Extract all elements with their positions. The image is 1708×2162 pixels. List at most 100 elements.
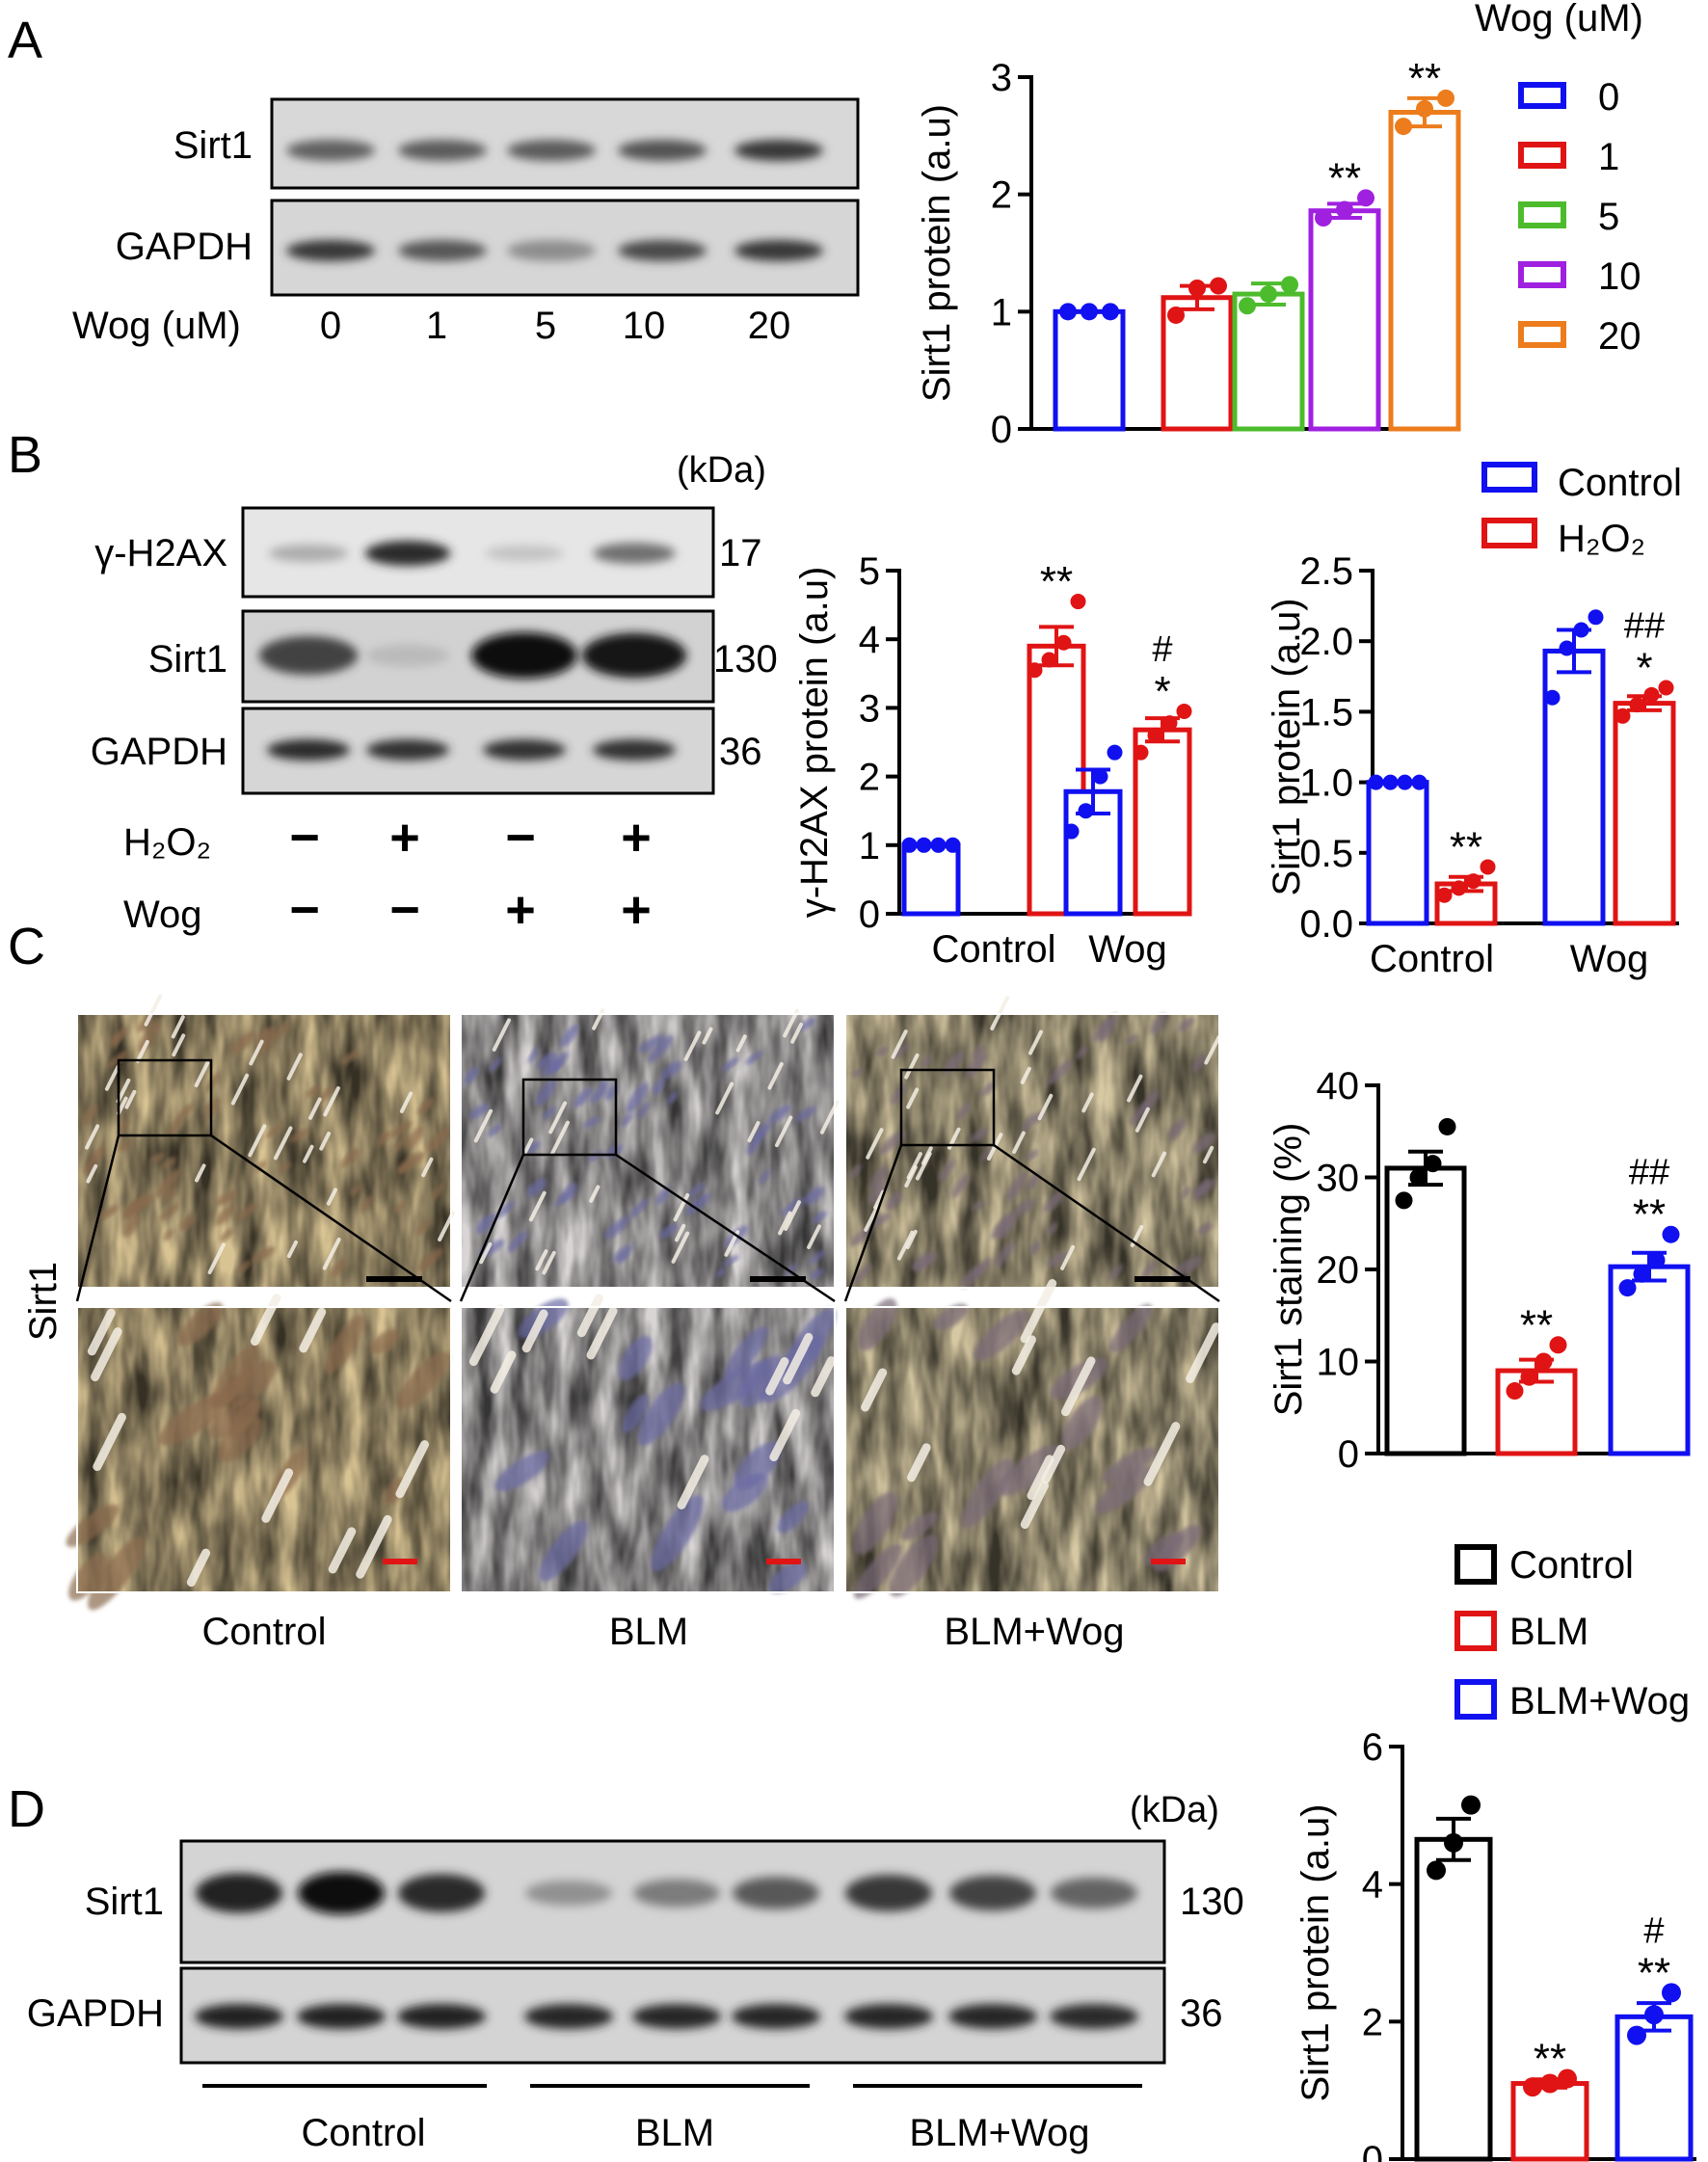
chart-a-y-tick-label: 3 [991,57,1012,99]
micrograph-nucleus [638,1034,665,1053]
panel-a-legend: Wog (uM) 0 1 5 10 20 [1475,0,1643,358]
blot-a-dose-label: Wog (uM) [72,305,241,347]
micrograph-gap [896,1230,915,1261]
chart-b-sirt1: 0.0 0.5 1.0 1.5 2.0 2.5 Sirt1 protein (a.u) ** C… [1266,550,1679,980]
micrograph-nucleus [869,1165,888,1192]
micrograph-nucleus [648,1035,674,1063]
chart-c-point [1549,1336,1567,1354]
micrograph-nucleus [487,1123,502,1137]
blot-b-gapdh-band [483,739,566,761]
micrograph-gap [521,1309,548,1353]
chart-b1-y-tick-label: 1 [859,825,880,867]
legend-a-swatch [1518,321,1566,348]
chart-b2-y-tick-label: 1.0 [1299,762,1353,805]
chart-b1-sig-star: ** [1040,558,1073,605]
micrograph-nucleus [724,1325,768,1380]
chart-b1-point [1070,594,1086,610]
blot-a-dose-value: 5 [535,305,556,347]
chart-d-point [1644,2005,1664,2025]
blot-b-kda-sirt1: 130 [713,638,778,681]
micrograph-gap [1012,1131,1026,1155]
micrograph-gap [1077,1147,1096,1182]
chart-b-h2ax: 0 1 2 3 4 5 γ-H2AX protein (a.u) ** Control *# Wog [793,550,1192,971]
panel-c-row-label: Sirt1 [22,1262,65,1341]
micrograph-nucleus [340,1050,360,1065]
micrograph-nucleus [968,1053,988,1072]
micrograph-nucleus [277,1021,290,1038]
chart-b1-y-tick-label: 2 [859,757,880,799]
panel-label-d: D [8,1780,45,1838]
chart-d-y-tick-label: 4 [1362,1864,1383,1907]
micrograph-gap [326,1188,337,1206]
blot-b-kda-gapdh: 36 [719,731,762,773]
micrograph-nucleus [475,1214,495,1235]
micrograph-nucleus [111,1033,121,1049]
micrograph-nucleus [97,1205,119,1220]
micrograph-nucleus [799,1018,815,1030]
micrograph-nucleus [754,1122,771,1140]
chart-a-point [1188,280,1206,297]
micrograph-nucleus [1047,1222,1057,1236]
chart-b1-point [1161,715,1178,732]
panel-label-c: C [8,918,45,975]
micrograph-gap [186,1548,211,1588]
micrograph-gap [1037,1093,1054,1121]
blot-b-h2ax-band [364,541,451,566]
micrograph-gap [1134,1107,1150,1133]
micrograph-nucleus [616,1251,629,1265]
micrograph-nucleus [1180,1187,1191,1200]
chart-a-y-tick-label: 2 [991,174,1012,217]
micrograph-nucleus [738,1355,785,1408]
blot-b-label-h2ax: γ-H2AX [94,532,227,574]
micrograph-gap [1020,1278,1057,1344]
chart-b1-y-tick-label: 3 [859,687,880,730]
chart-d-sig-star: ** [1534,2036,1566,2083]
micrograph-nucleus [583,1116,600,1129]
chart-b2-point [1465,873,1481,890]
micrograph-nucleus [603,1216,630,1240]
micrograph-gap [522,1137,534,1156]
micrograph-nucleus [1006,1171,1027,1202]
micrograph-gap [135,1039,149,1063]
micrograph-nucleus [875,1046,889,1056]
micrograph-nucleus [325,1315,365,1374]
micrograph-nucleus [871,1213,891,1227]
chart-b2-x-label: Wog [1570,938,1649,980]
blot-b-h2o2-sign: − [289,809,320,867]
micrograph-gap [576,1294,603,1338]
blot-d-gapdh-band [948,2004,1037,2029]
micrograph-nucleus [651,1495,704,1572]
micrograph-nucleus [137,1020,161,1054]
micrograph-nucleus [794,1107,816,1122]
legend-a-swatch [1518,261,1566,288]
blot-b-h2ax-band [268,545,349,562]
micrograph-gap [144,994,163,1027]
micrograph-nucleus [177,1302,224,1347]
chart-a-bar [1232,291,1305,432]
micrograph-nucleus [489,1057,502,1073]
micrograph-nucleus [687,1183,706,1198]
micrograph-nucleus [159,1203,179,1221]
blot-d-gapdh-band [195,2004,283,2029]
micrograph-nucleus [658,1223,679,1239]
chart-c-point [1395,1191,1413,1210]
chart-b1-point [1092,768,1108,785]
chart-c-point [1662,1225,1680,1243]
chart-d-point [1627,2025,1646,2045]
micrograph-gap [479,1241,493,1265]
chart-a-point [1357,189,1374,207]
micrograph-gap [249,1039,264,1066]
micrograph-nucleus [910,1252,933,1270]
micrograph-nucleus [960,1265,985,1288]
micrograph-nucleus [857,1297,897,1351]
micrograph-nucleus [494,1201,516,1219]
chart-b2-point [1588,609,1604,626]
blot-a-dose-value: 1 [426,305,447,347]
micrograph-gap [1186,1322,1221,1383]
micrograph-nucleus [760,1168,771,1185]
micrograph-frame [460,1306,836,1593]
micrograph-nucleus [431,1183,445,1200]
micrograph-nucleus [901,1511,939,1540]
micrograph-nucleus [1047,1059,1072,1085]
chart-a-point [1210,277,1227,295]
